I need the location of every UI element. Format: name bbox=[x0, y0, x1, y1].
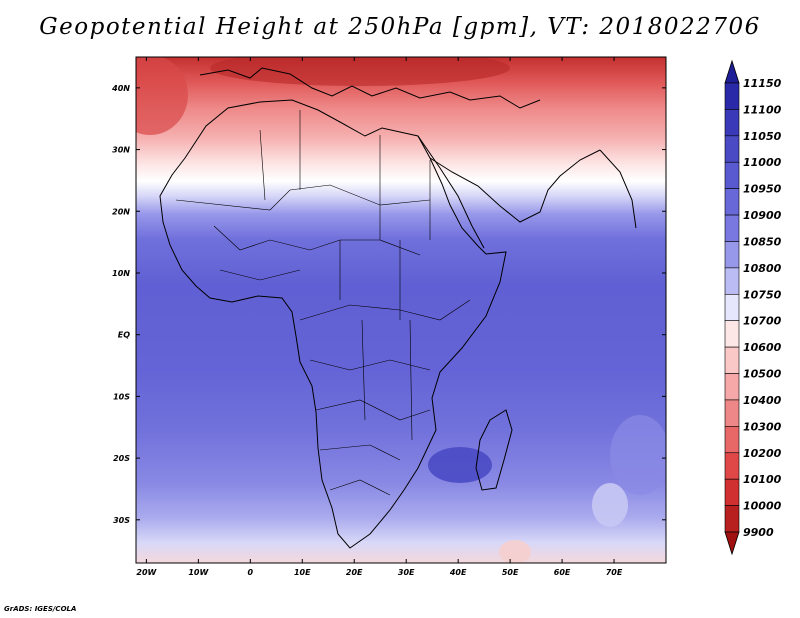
lat-label: 30S bbox=[113, 516, 130, 525]
lat-label: 30N bbox=[112, 146, 130, 155]
red-sea bbox=[417, 135, 485, 249]
borders bbox=[175, 110, 471, 496]
colorbar-box bbox=[724, 320, 740, 348]
arabia-coast bbox=[429, 149, 601, 223]
colorbar-box bbox=[724, 478, 740, 506]
colorbar-label: 10400 bbox=[743, 394, 782, 407]
colorbar-box bbox=[724, 82, 740, 110]
colorbar-label: 11150 bbox=[743, 77, 782, 90]
colorbar-box bbox=[724, 241, 740, 269]
plot-frame bbox=[135, 56, 667, 564]
colorbar-box bbox=[724, 109, 740, 137]
colorbar-box bbox=[724, 161, 740, 189]
lon-label: 60E bbox=[554, 568, 571, 577]
longitude-axis: 20W 10W 0 10E 20E 30E 40E 50E 60E 70E bbox=[136, 57, 623, 577]
colorbar-label: 10800 bbox=[743, 262, 782, 275]
lat-label: EQ bbox=[118, 331, 130, 340]
colorbar-label: 10850 bbox=[743, 235, 782, 248]
colorbar-label: 10300 bbox=[743, 420, 782, 433]
lon-label: 40E bbox=[449, 568, 467, 577]
lon-label: 70E bbox=[606, 568, 623, 577]
colorbar-label: 10600 bbox=[743, 341, 782, 354]
colorbar-label: 9900 bbox=[743, 526, 774, 539]
colorbar-label: 10900 bbox=[743, 209, 782, 222]
colorbar-cap-bottom bbox=[724, 531, 740, 556]
colorbar-box bbox=[724, 267, 740, 295]
colorbar-label: 11000 bbox=[743, 156, 782, 169]
colorbar-box bbox=[724, 399, 740, 427]
lon-label: 10W bbox=[188, 568, 209, 577]
colorbar-label: 11100 bbox=[743, 103, 782, 116]
colorbar: 11150 11100 11050 11000 10950 10900 10850 10800… bbox=[724, 59, 782, 556]
lon-label: 10E bbox=[294, 568, 311, 577]
map-title: Geopotential Height at 250hPa [gpm], VT:… bbox=[39, 14, 761, 40]
latitude-axis: 40N 30N 20N 10N EQ 10S 20S 30S bbox=[111, 84, 666, 525]
colorbar-label: 10750 bbox=[743, 288, 782, 301]
height-field bbox=[136, 57, 666, 563]
colorbar-label: 10500 bbox=[743, 368, 782, 381]
colorbar-box bbox=[724, 135, 740, 163]
colorbar-label: 11050 bbox=[743, 130, 782, 143]
colorbar-cap-top bbox=[724, 59, 740, 84]
lat-label: 20N bbox=[112, 207, 130, 216]
credit-label: GrADS: IGES/COLA bbox=[4, 605, 77, 613]
colorbar-box bbox=[724, 373, 740, 401]
lat-label: 40N bbox=[111, 84, 130, 93]
colorbar-box bbox=[724, 214, 740, 242]
colorbar-box bbox=[724, 346, 740, 374]
colorbar-box bbox=[724, 426, 740, 454]
madagascar bbox=[475, 409, 513, 491]
india-coast bbox=[599, 149, 637, 229]
africa-outline bbox=[159, 99, 507, 549]
colorbar-box bbox=[724, 452, 740, 480]
europe-coast bbox=[199, 67, 541, 109]
lon-label: 30E bbox=[398, 568, 415, 577]
lat-label: 10S bbox=[113, 392, 130, 401]
lon-label: 50E bbox=[502, 568, 519, 577]
colorbar-label: 10100 bbox=[743, 473, 782, 486]
colorbar-label: 10000 bbox=[743, 500, 782, 513]
lat-label: 10N bbox=[112, 269, 130, 278]
colorbar-box bbox=[724, 505, 740, 533]
lat-label: 20S bbox=[113, 454, 130, 463]
colorbar-box bbox=[724, 293, 740, 322]
colorbar-box bbox=[724, 188, 740, 216]
lon-label: 0 bbox=[248, 568, 254, 577]
colorbar-label: 10200 bbox=[743, 447, 782, 460]
lon-label: 20W bbox=[136, 568, 157, 577]
lon-label: 20E bbox=[346, 568, 363, 577]
coastlines bbox=[159, 67, 637, 549]
colorbar-label: 10950 bbox=[743, 183, 782, 196]
colorbar-label: 10700 bbox=[743, 315, 782, 328]
